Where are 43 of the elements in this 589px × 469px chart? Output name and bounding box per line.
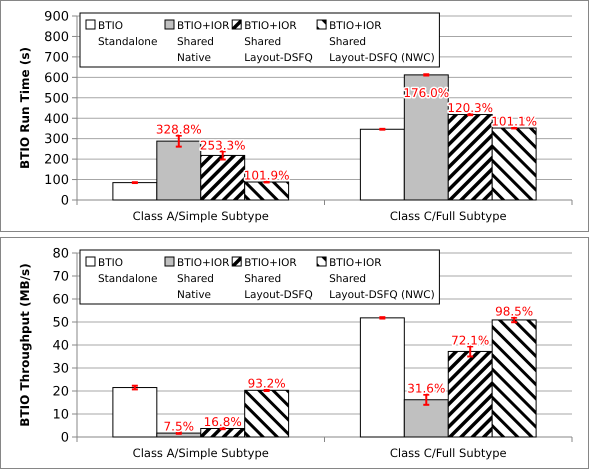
y-tick-label: 300 [44,132,69,148]
y-tick-label: 0 [60,430,69,446]
y-tick-label: 40 [52,338,69,354]
legend-label: BTIO+IOR Shared Layout-DSFQ [244,257,313,301]
x-tick-label: Class A/Simple Subtype [132,446,269,460]
y-tick-label: 30 [52,362,69,377]
annotation: 93.2% [248,376,286,391]
legend-label: BTIO+IOR Shared Layout-DSFQ (NWC) [329,257,435,301]
annotation: 101.9% [244,168,290,183]
y-tick-label: 100 [44,173,69,188]
legend-label: BTIO Standalone [98,257,158,285]
y-tick-label: 70 [52,270,69,285]
x-tick-label: Class C/Full Subtype [390,446,507,460]
x-tick-label: Class C/Full Subtype [390,209,507,223]
y-tick-label: 600 [44,70,69,86]
annotation: 31.6% [407,382,446,396]
legend-label: BTIO+IOR Shared Native [177,257,230,301]
annotation: 328.8% [156,122,202,137]
y-tick-label: 20 [52,384,69,400]
y-axis-title: BTIO Run Time (s) [18,47,32,169]
annotation: 101.1% [491,114,538,129]
annotation: 120.3% [447,100,494,115]
y-tick-label: 10 [52,408,69,423]
annotation: 16.8% [204,414,242,429]
legend-label: BTIO Standalone [98,20,158,48]
y-tick-label: 0 [60,194,69,209]
y-tick-label: 800 [44,30,69,45]
y-tick-label: 700 [44,50,69,66]
y-tick-label: 900 [44,10,69,25]
legend-label: BTIO+IOR Shared Native [177,20,230,64]
y-tick-label: 500 [44,91,69,106]
y-tick-label: 200 [44,152,69,168]
legend-label: BTIO+IOR Shared Layout-DSFQ (NWC) [329,20,435,64]
y-tick-label: 80 [52,246,69,262]
y-tick-label: 60 [52,292,69,308]
legend-label: BTIO+IOR Shared Layout-DSFQ [244,20,313,64]
annotation: 72.1% [451,333,490,348]
annotation: 98.5% [495,304,534,319]
y-tick-label: 400 [44,112,69,127]
y-axis-title: BTIO Throughput (MB/s) [18,263,32,427]
x-tick-label: Class A/Simple Subtype [132,209,269,223]
annotation: 7.5% [164,419,194,434]
y-tick-label: 50 [52,316,69,331]
